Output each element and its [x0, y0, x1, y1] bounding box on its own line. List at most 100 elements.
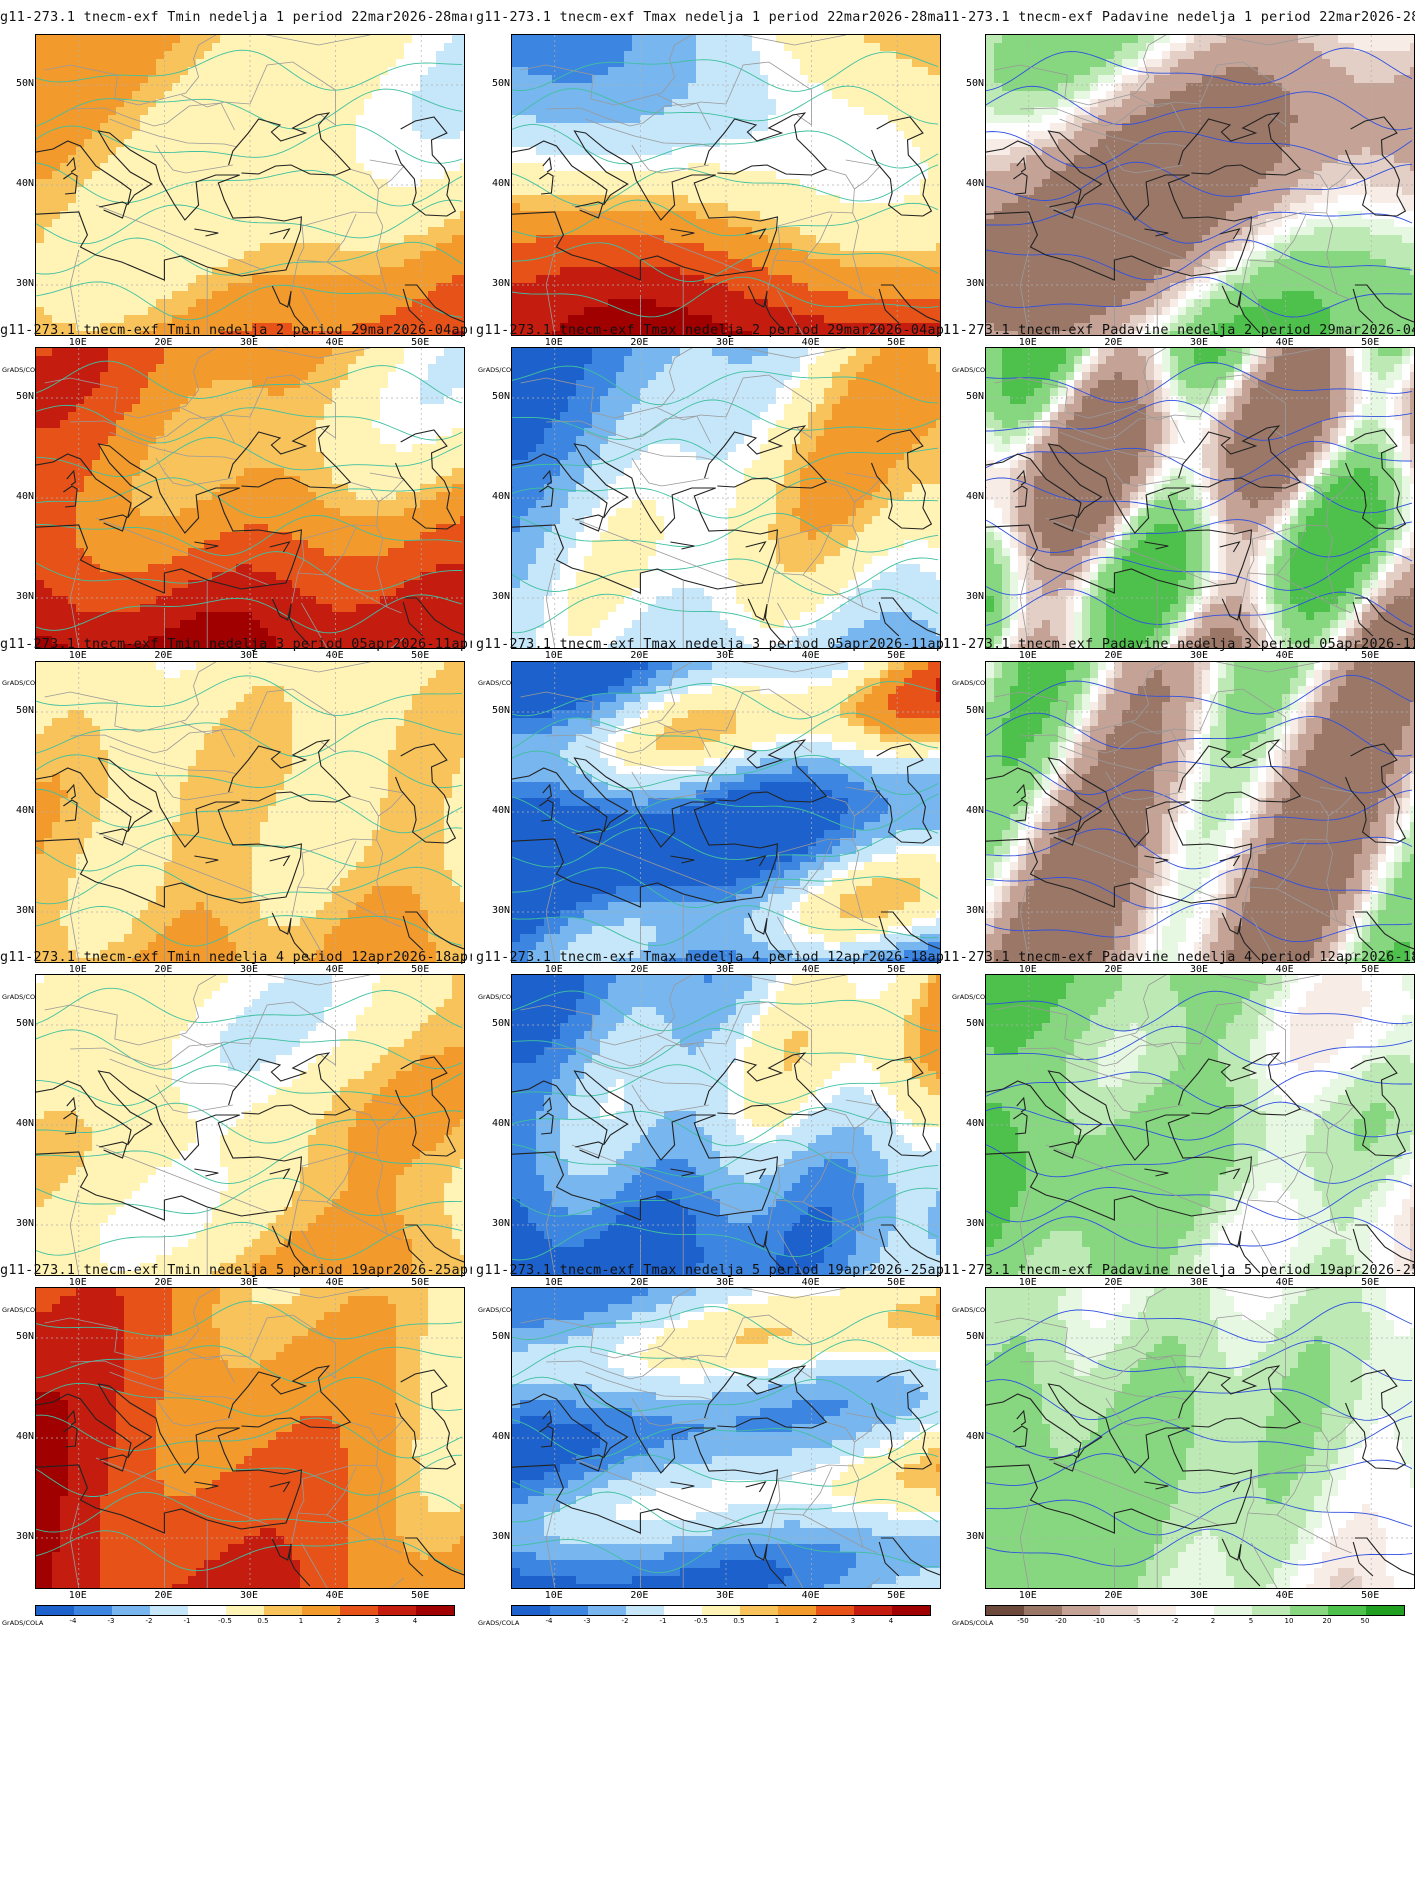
lat-label: 50N [954, 1018, 984, 1029]
map-canvas [512, 662, 940, 962]
map-canvas [512, 35, 940, 335]
grads-credit: GrADS/COLA [478, 1619, 519, 1627]
lon-label: 50E [876, 1590, 916, 1601]
lon-label: 10E [58, 1590, 98, 1601]
lon-label: 40E [791, 1590, 831, 1601]
grads-credit: GrADS/COLA [952, 1619, 993, 1627]
lon-label: 30E [1179, 1277, 1219, 1288]
lon-label: 10E [534, 337, 574, 348]
lat-label: 50N [4, 705, 34, 716]
lat-label: 40N [480, 805, 510, 816]
panel-title: g11-273.1 tnecm-exf Tmin nedelja 5 perio… [0, 1263, 472, 1285]
map-panel-12: 11-273.1 tnecm-exf Padavine nedelja 4 pe… [943, 940, 1422, 1318]
coastlines [512, 1052, 940, 1274]
lat-label: 30N [954, 905, 984, 916]
lat-label: 30N [480, 1531, 510, 1542]
lon-label: 50E [1350, 1590, 1390, 1601]
colorbar-tick-label: -4 [534, 1617, 564, 1625]
lon-label: 50E [400, 1590, 440, 1601]
anomaly-field [986, 1288, 1414, 1588]
panel-title: 11-273.1 tnecm-exf Padavine nedelja 1 pe… [943, 10, 1415, 32]
coastlines [36, 1365, 464, 1587]
lon-label: 40E [315, 1277, 355, 1288]
lat-label: 30N [480, 1218, 510, 1229]
coastlines [36, 112, 464, 334]
colorbar-swatch [36, 1606, 74, 1615]
grads-credit: GrADS/COLA [952, 679, 993, 687]
lon-label: 20E [143, 650, 183, 661]
colorbar-swatch [702, 1606, 740, 1615]
grads-credit: GrADS/COLA [478, 993, 519, 1001]
map-canvas [36, 348, 464, 648]
lat-label: 40N [4, 805, 34, 816]
map-panel-5: g11-273.1 tnecm-exf Tmax nedelja 2 perio… [476, 313, 948, 691]
country-borders [520, 35, 881, 335]
lat-label: 40N [4, 491, 34, 502]
contour-lines [512, 681, 939, 947]
lon-label: 20E [1093, 1277, 1133, 1288]
grads-credit: GrADS/COLA [2, 679, 43, 687]
grads-credit: GrADS/COLA [478, 1306, 519, 1314]
colorbar-swatch [74, 1606, 112, 1615]
lon-label: 10E [58, 964, 98, 975]
lon-label: 30E [229, 1277, 269, 1288]
colorbar-tick-label: -1 [648, 1617, 678, 1625]
graticule [986, 1288, 1414, 1588]
map-panel-2: g11-273.1 tnecm-exf Tmax nedelja 1 perio… [476, 0, 948, 378]
lon-label: 50E [1350, 964, 1390, 975]
contour-lines [986, 674, 1413, 943]
colorbar-swatch [892, 1606, 930, 1615]
contour-lines [36, 675, 463, 947]
map-panel-6: 11-273.1 tnecm-exf Padavine nedelja 2 pe… [943, 313, 1422, 691]
lon-label: 10E [534, 964, 574, 975]
coastlines [986, 739, 1414, 961]
grads-credit: GrADS/COLA [478, 679, 519, 687]
contour-lines [36, 49, 463, 321]
map-canvas [986, 975, 1414, 1275]
colorbar-swatch [986, 1606, 1024, 1615]
map-panel-7: g11-273.1 tnecm-exf Tmin nedelja 3 perio… [0, 627, 472, 1005]
lat-label: 50N [954, 1331, 984, 1342]
colorbar-swatch [340, 1606, 378, 1615]
colorbar-swatch [188, 1606, 226, 1615]
anomaly-field [512, 35, 940, 335]
lon-label: 30E [705, 1590, 745, 1601]
lon-label: 20E [619, 337, 659, 348]
lon-label: 30E [705, 650, 745, 661]
colorbar-tick-label: -5 [1122, 1617, 1152, 1625]
colorbar-swatch [588, 1606, 626, 1615]
lat-label: 30N [954, 1531, 984, 1542]
colorbar-swatch [264, 1606, 302, 1615]
map-panel-11: g11-273.1 tnecm-exf Tmax nedelja 4 perio… [476, 940, 948, 1318]
graticule [512, 662, 940, 962]
colorbar-swatch [302, 1606, 340, 1615]
colorbar-tick-label: -3 [96, 1617, 126, 1625]
colorbar-swatch [416, 1606, 454, 1615]
contour-lines [512, 990, 939, 1261]
lon-label: 10E [534, 1590, 574, 1601]
map-canvas [986, 1288, 1414, 1588]
map-canvas [512, 1288, 940, 1588]
map-frame [985, 974, 1415, 1276]
map-frame [985, 347, 1415, 649]
colorbar-tick-label: -2 [610, 1617, 640, 1625]
colorbar-tick-label: -4 [58, 1617, 88, 1625]
colorbar-tick-label: 3 [362, 1617, 392, 1625]
colorbar-swatch [550, 1606, 588, 1615]
map-canvas [36, 1288, 464, 1588]
lon-label: 50E [400, 650, 440, 661]
lon-label: 20E [143, 964, 183, 975]
lon-label: 50E [400, 337, 440, 348]
panel-title: g11-273.1 tnecm-exf Tmax nedelja 3 perio… [476, 637, 948, 659]
lon-label: 40E [791, 337, 831, 348]
colorbar-tick-label: 1 [286, 1617, 316, 1625]
lon-label: 50E [400, 964, 440, 975]
lon-label: 50E [1350, 1277, 1390, 1288]
colorbar-tick-label: -10 [1084, 1617, 1114, 1625]
lon-label: 30E [1179, 1590, 1219, 1601]
lon-label: 30E [1179, 650, 1219, 661]
anomaly-field [986, 975, 1414, 1275]
lat-label: 50N [954, 705, 984, 716]
contour-lines [986, 1301, 1413, 1567]
map-canvas [986, 35, 1414, 335]
